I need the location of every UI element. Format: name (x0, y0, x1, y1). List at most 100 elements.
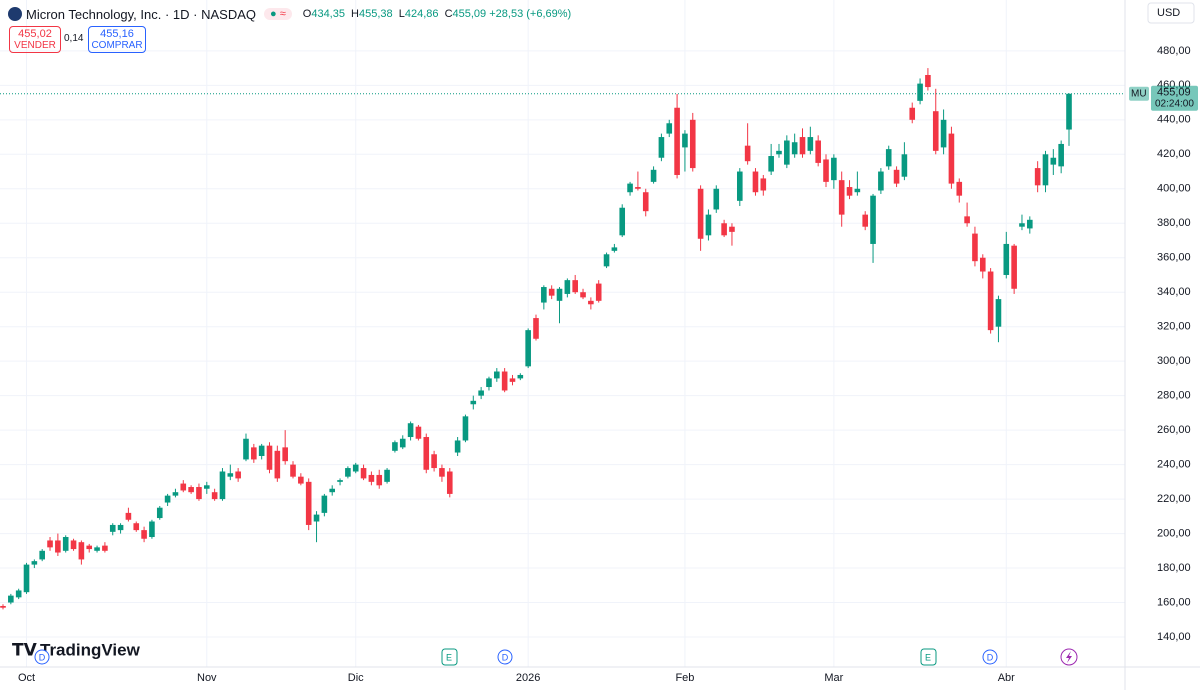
candle-body (1066, 93, 1072, 130)
event-icon[interactable] (982, 649, 998, 665)
y-tick-label: 140,00 (1157, 631, 1191, 643)
candle-body (729, 226, 735, 232)
price-tag (1151, 85, 1198, 111)
title: Micron Technology, Inc. · 1D · NASDAQ (26, 6, 256, 22)
candle-body (141, 530, 147, 539)
event-icon[interactable] (497, 649, 513, 665)
candle-body (956, 181, 963, 196)
candle-body (823, 159, 829, 182)
candle-body (102, 545, 108, 551)
candle-body (133, 523, 140, 531)
open: 434,35 (311, 8, 345, 20)
candle-body (995, 299, 1002, 327)
candle-body (313, 514, 320, 522)
candle-body (870, 195, 876, 244)
event-label[interactable]: D (987, 652, 994, 662)
x-tick-label: Feb (675, 672, 694, 684)
candle-body (39, 550, 45, 560)
candle-body (1058, 143, 1064, 167)
symbol-icon (8, 7, 22, 21)
candle-body (556, 288, 563, 301)
candle-body (486, 378, 492, 388)
candle-body (1050, 157, 1057, 165)
candle-body (862, 214, 869, 227)
candle-body (705, 214, 712, 236)
candle-body (776, 150, 782, 155)
event-label[interactable]: E (446, 652, 452, 662)
y-tick-label: 440,00 (1157, 114, 1191, 126)
buy-price: 455,16 (100, 27, 134, 40)
candle-body (548, 288, 555, 296)
candle-body (172, 492, 179, 496)
candle-body (533, 318, 539, 339)
buy-button[interactable]: 455,16 COMPRAR (88, 26, 146, 53)
candle-body (799, 137, 806, 155)
candle-body (156, 507, 163, 519)
candle-body (196, 487, 202, 500)
candle-body (251, 447, 257, 460)
candle-body (47, 540, 53, 548)
candle-body (838, 180, 845, 215)
candle-body (878, 171, 884, 191)
event-label[interactable]: D (502, 652, 509, 662)
grid (0, 0, 1125, 667)
candle-body (846, 187, 853, 196)
candle-body (674, 107, 680, 175)
x-tick-label: Dic (348, 672, 364, 684)
candle-body (407, 423, 414, 438)
candle-body (305, 481, 312, 525)
candle-body (682, 133, 688, 148)
candle-body (697, 188, 704, 239)
candle-body (392, 442, 398, 451)
status-pill[interactable]: ● ≈ (264, 8, 292, 20)
candle-body (642, 192, 649, 212)
o-key: O (302, 8, 312, 20)
logo-mark: 𝗧𝗩 (12, 640, 38, 659)
candle-body (925, 74, 931, 88)
candle-body (760, 178, 767, 191)
candle-body (893, 169, 900, 184)
candle-body (94, 547, 100, 551)
event-icon[interactable] (441, 648, 458, 666)
candle-body (509, 378, 516, 382)
event-label[interactable]: D (39, 652, 46, 662)
y-tick-label: 200,00 (1157, 527, 1191, 539)
y-tick-label: 420,00 (1157, 148, 1191, 160)
candle-body (117, 524, 124, 531)
candle-body (352, 464, 359, 472)
candle-body (235, 471, 241, 479)
candle-body (55, 540, 61, 553)
candle-body (360, 468, 367, 479)
candle-body (329, 488, 336, 493)
candle-body (611, 247, 618, 251)
candle-body (627, 183, 633, 193)
sell-button[interactable]: 455,02 VENDER (9, 26, 61, 53)
y-tick-label: 220,00 (1157, 493, 1191, 505)
candle-body (227, 473, 234, 477)
candle-body (368, 474, 375, 482)
candle-body (713, 188, 720, 210)
candle-body (258, 445, 265, 456)
currency-box[interactable] (1147, 2, 1195, 24)
currency[interactable]: USD (1157, 7, 1180, 19)
candle-body (1027, 219, 1033, 229)
candle-body (909, 107, 916, 120)
event-label[interactable]: E (925, 652, 931, 662)
y-tick-label: 160,00 (1157, 596, 1191, 608)
candle-body (972, 233, 978, 262)
candle-body (454, 440, 461, 453)
brand: TradingView (40, 640, 141, 659)
sell-label: VENDER (14, 39, 56, 51)
candle-body (423, 437, 430, 470)
event-icon[interactable] (34, 649, 50, 665)
candle-body (752, 171, 759, 193)
y-tick-label: 400,00 (1157, 183, 1191, 195)
candle-body (854, 188, 861, 193)
candle-body (932, 111, 939, 151)
event-icon[interactable] (920, 648, 937, 666)
candle-body (345, 468, 351, 477)
candle-body (1003, 243, 1010, 275)
candle-body (399, 438, 406, 448)
candle-body (901, 154, 908, 177)
